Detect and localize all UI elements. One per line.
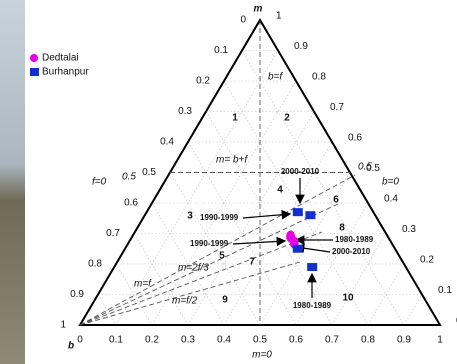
bottom-tick-label: 0.1 [109,335,123,346]
left-tick-label: 0 [240,15,246,26]
region-label: 4 [277,185,283,196]
line-label: 0.5 [358,162,372,173]
annotation-arrow [242,209,292,220]
frame: 0 0.1 0.2 0.3 0.4 0.5 0.6 0.7 0.8 0.9 100.10.20.30… [30,4,457,361]
region-label: 10 [342,293,354,304]
left-tick-label: 0.6 [124,198,138,209]
left-tick-label: 0.5 [142,167,156,178]
right-tick-label: 0.8 [312,72,326,83]
grid-line [241,50,405,326]
grid-line [133,233,189,326]
bottom-tick-label: 0.7 [325,335,339,346]
bottom-label: m=0 [252,350,272,361]
right-tick-label: 0.4 [384,194,398,205]
legend-swatch [30,68,39,76]
left-label: f=0 [92,177,107,188]
divider-line [79,261,301,326]
annotation: 2000-2010 [332,247,371,256]
grid-line [403,294,423,326]
left-tick-label: 0.2 [196,76,210,87]
right-tick-label: 1 [276,11,282,22]
grid-line [97,294,117,326]
region-label: 5 [219,251,225,262]
bottom-tick-label: 0.5 [253,335,267,346]
left-tick-label: 0.9 [70,289,84,300]
grid-line [205,111,333,326]
legend-swatch [30,54,38,62]
right-label: b=0 [382,177,399,188]
bottom-tick-label: 1 [437,335,443,346]
region-label: 9 [222,295,228,306]
grid-line [115,50,279,326]
marks [286,208,318,272]
left-tick-label: 0.4 [160,137,174,148]
divider-line [79,231,323,326]
bottom-tick-label: 0 [77,335,83,346]
left-tick-label: 0.8 [88,259,102,270]
right-tick-label: 0.3 [402,224,416,235]
bottom-tick-label: 0.9 [397,335,411,346]
right-tick-label: 0.6 [348,133,362,144]
legend-label: Burhanpur [42,67,89,78]
top-label: m [254,4,263,15]
right-tick-label: 0.1 [438,285,452,296]
annotation: 1980-1989 [293,301,332,310]
annotation: 2000-2010 [281,167,320,176]
region-label: 7 [249,257,255,268]
data-point [292,208,303,217]
region-label: 8 [339,223,345,234]
line-label: m=f [134,279,152,290]
region-label: 1 [232,113,238,124]
grid-line [169,172,261,326]
grid-line [151,202,225,326]
annotation: 1990-1999 [190,239,229,248]
right-tick-label: 0.9 [294,41,308,52]
line-label: m= b+f [216,155,248,166]
grid-line [187,111,315,326]
data-point [292,244,303,253]
annotation: 1990-1999 [200,213,239,222]
right-tick-label: 0.2 [420,255,434,266]
annotation: 1980-1989 [335,235,374,244]
corner-label: b [68,341,74,352]
left-tick-label: 0.7 [106,228,120,239]
left-tick-label: 0.3 [178,106,192,117]
left-tick-label: 1 [60,320,66,331]
line-label: 0.5 [122,172,136,183]
bottom-tick-label: 0.2 [145,335,159,346]
bottom-tick-label: 0.3 [181,335,195,346]
line-label: b=f [268,72,283,83]
region-label: 6 [333,195,339,206]
line-label: m=2f/3 [178,263,209,274]
grid-line [331,233,387,326]
photo-strip [0,0,25,364]
right-tick-label: 0.5 [366,163,380,174]
legend-label: Dedtalai [42,53,79,64]
bottom-tick-label: 0.6 [289,335,303,346]
annotation-arrow [232,236,287,247]
data-point [307,263,318,272]
region-label: 2 [284,113,290,124]
grid-line [295,202,369,326]
right-tick-label: 0.7 [330,102,344,113]
line-label: m=f/2 [172,296,198,307]
left-tick-label: 0.1 [214,45,228,56]
divider-line [79,174,356,326]
data-point [305,211,316,220]
bottom-tick-label: 0.4 [217,335,231,346]
region-label: 3 [187,211,193,222]
bottom-tick-label: 0.8 [361,335,375,346]
